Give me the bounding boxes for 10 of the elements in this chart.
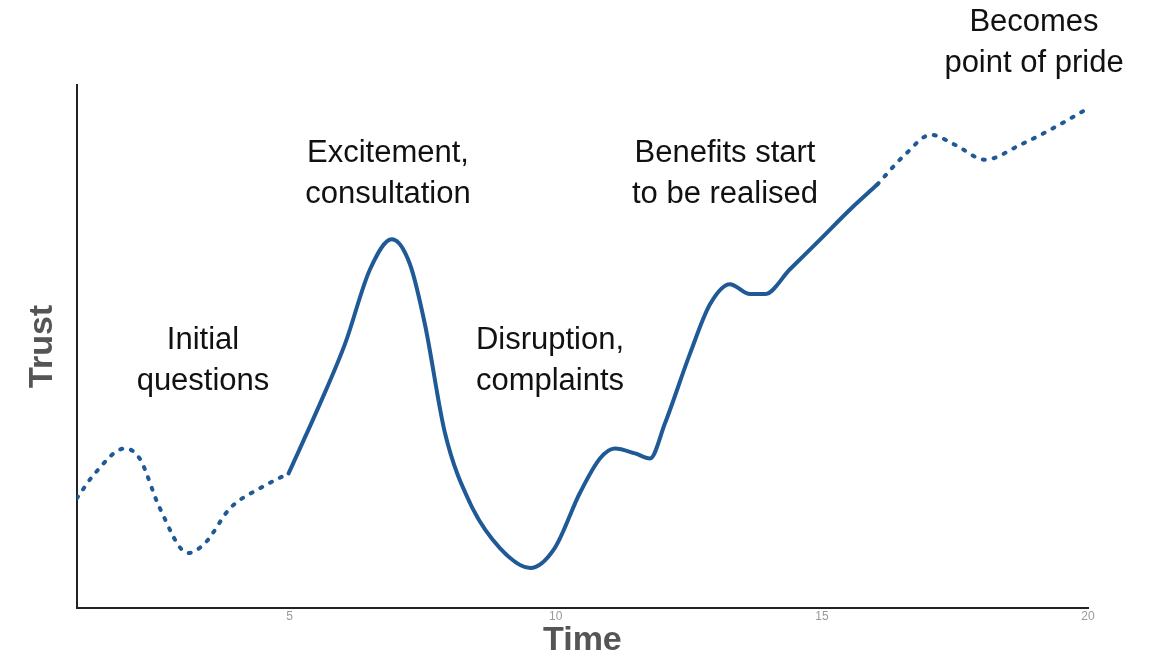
annotation: Excitement, consultation: [305, 133, 471, 210]
annotation: Benefits start to be realised: [631, 133, 819, 210]
x-tick-label: 20: [1081, 609, 1095, 624]
annotation: Initial questions: [136, 320, 270, 397]
y-axis-title: Trust: [20, 304, 59, 388]
x-tick-label: 15: [815, 609, 829, 624]
text: Becomes point of pride: [944, 2, 1124, 79]
x-tick-label: 10: [549, 609, 563, 624]
x-tick-label: 5: [286, 609, 294, 624]
annotation: Disruption, complaints: [475, 320, 625, 397]
